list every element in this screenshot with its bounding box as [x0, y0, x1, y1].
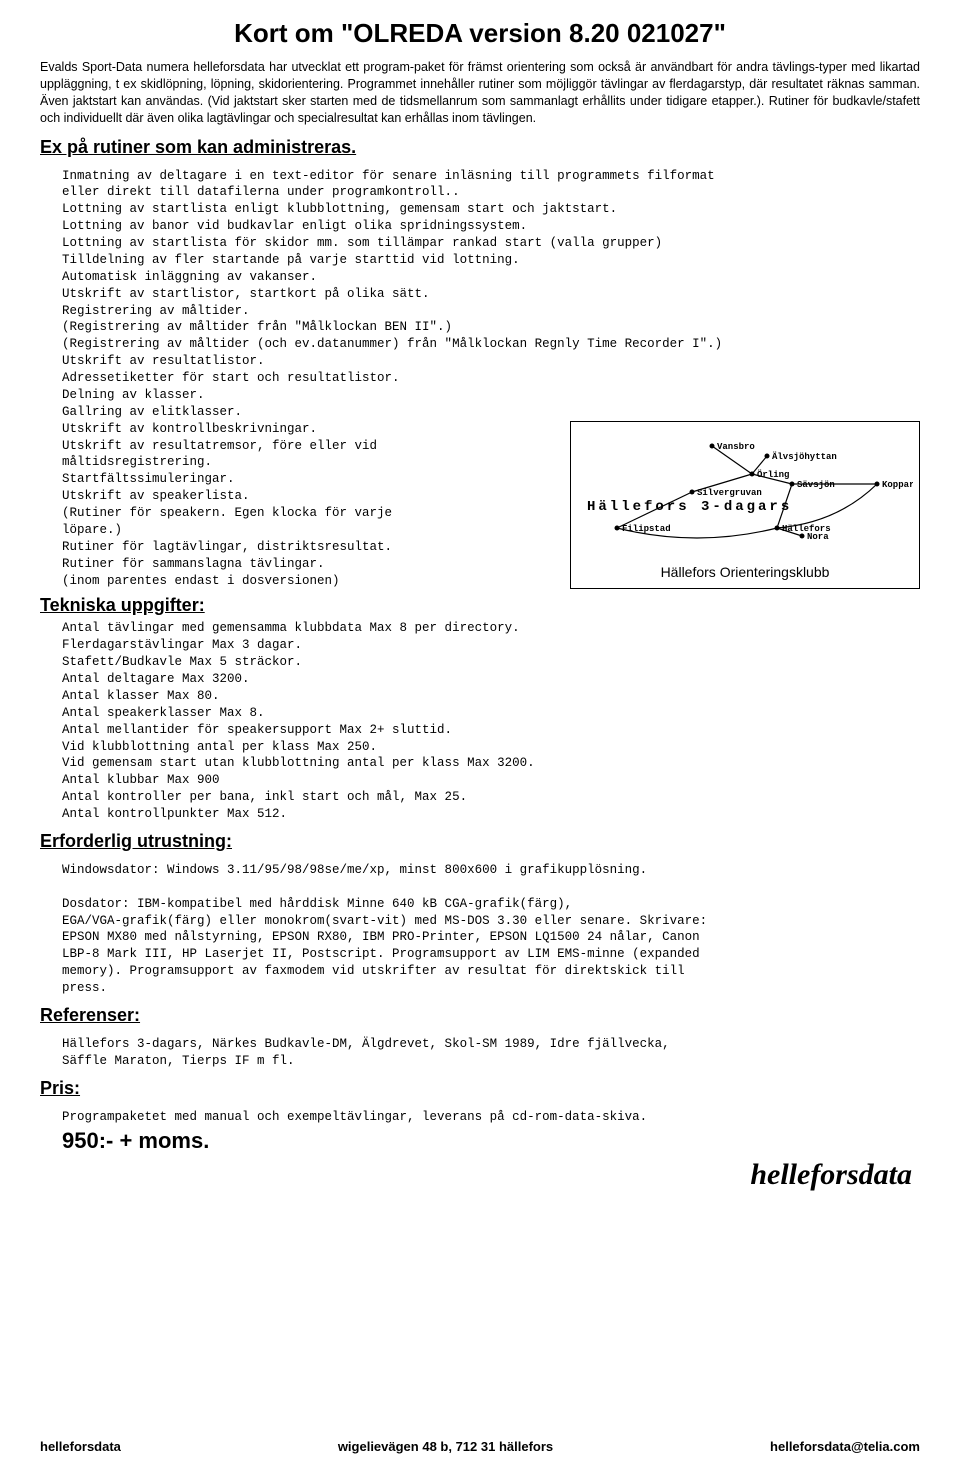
price-heading: Pris:: [40, 1078, 920, 1099]
footer-center: wigelievägen 48 b, 712 31 hällefors: [338, 1439, 553, 1454]
footer: helleforsdata wigelievägen 48 b, 712 31 …: [40, 1439, 920, 1454]
svg-text:Kopparberg: Kopparberg: [882, 480, 913, 490]
price-big: 950:- + moms.: [62, 1128, 920, 1154]
routines-heading: Ex på rutiner som kan administreras.: [40, 137, 920, 158]
routines-body-top: Inmatning av deltagare i en text-editor …: [62, 168, 920, 421]
footer-right: helleforsdata@telia.com: [770, 1439, 920, 1454]
brand-logo: helleforsdata: [40, 1158, 912, 1192]
intro-paragraph: Evalds Sport-Data numera helleforsdata h…: [40, 59, 920, 127]
ref-heading: Referenser:: [40, 1005, 920, 1026]
svg-text:Filipstad: Filipstad: [622, 524, 671, 534]
equip-heading: Erforderlig utrustning:: [40, 831, 920, 852]
map-caption: Hällefors Orienteringsklubb: [577, 564, 913, 580]
svg-text:Hällefors 3-dagars: Hällefors 3-dagars: [587, 499, 792, 515]
tech-heading: Tekniska uppgifter:: [40, 595, 554, 616]
svg-text:Sävsjön: Sävsjön: [797, 480, 835, 490]
svg-text:Nora: Nora: [807, 532, 829, 542]
price-body: Programpaketet med manual och exempeltäv…: [62, 1109, 920, 1126]
svg-text:Silvergruvan: Silvergruvan: [697, 488, 762, 498]
svg-text:Örling: Örling: [757, 469, 789, 480]
map-svg: Vansbro Älvsjöhyttan Örling Sävsjön Kopparbe…: [577, 428, 913, 558]
ref-body: Hällefors 3-dagars, Närkes Budkavle-DM, …: [62, 1036, 920, 1070]
svg-text:Vansbro: Vansbro: [717, 442, 755, 452]
footer-left: helleforsdata: [40, 1439, 121, 1454]
equip-body: Windowsdator: Windows 3.11/95/98/98se/me…: [62, 862, 920, 997]
routines-body-left: Utskrift av kontrollbeskrivningar. Utskr…: [62, 421, 554, 590]
page-title: Kort om "OLREDA version 8.20 021027": [40, 18, 920, 49]
tech-body: Antal tävlingar med gemensamma klubbdata…: [62, 620, 920, 823]
map-box: Vansbro Älvsjöhyttan Örling Sävsjön Kopparbe…: [570, 421, 920, 589]
svg-text:Älvsjöhyttan: Älvsjöhyttan: [772, 451, 837, 462]
